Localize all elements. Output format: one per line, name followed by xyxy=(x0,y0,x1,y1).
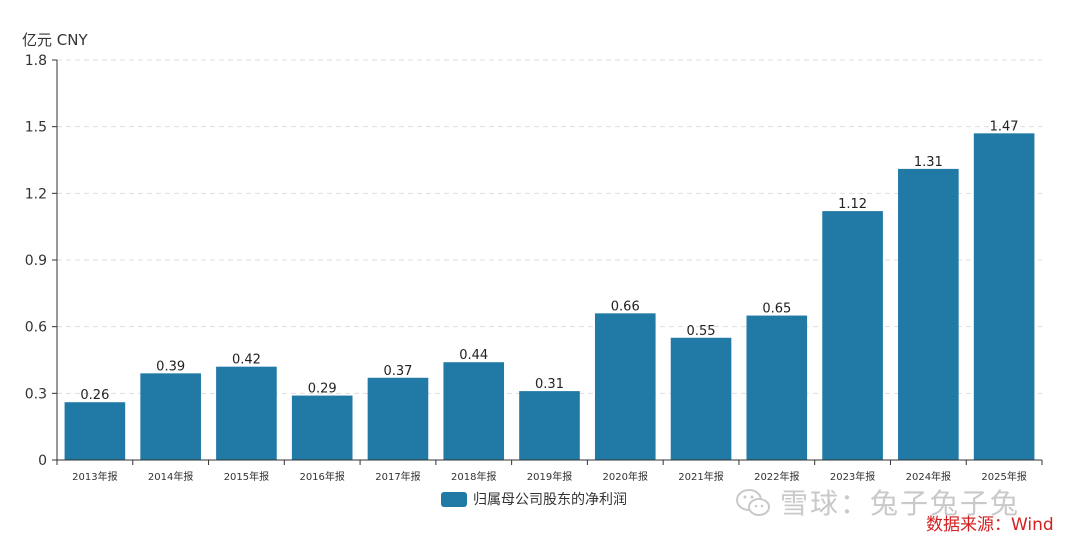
x-tick-label: 2023年报 xyxy=(830,470,875,483)
bar[interactable] xyxy=(291,395,353,460)
y-axis-ticks: 0 0.3 0.6 0.9 1.2 1.5 1.8 xyxy=(25,53,57,469)
y-tick-label: 0.3 xyxy=(25,386,47,402)
x-tick-label: 2024年报 xyxy=(906,470,951,483)
x-tick-label: 2017年报 xyxy=(375,470,420,483)
watermark: 雪球：兔子兔子兔 数据来源：Wind xyxy=(736,480,1066,540)
y-tick-label: 0.9 xyxy=(25,253,47,269)
bar-value-label: 0.31 xyxy=(535,377,564,392)
bar-value-label: 0.37 xyxy=(383,364,412,379)
bar-value-label: 0.44 xyxy=(459,348,488,363)
bar[interactable] xyxy=(443,362,505,460)
bar[interactable] xyxy=(367,377,429,460)
bar[interactable] xyxy=(64,402,126,460)
y-tick-label: 1.5 xyxy=(25,120,47,136)
x-tick-label: 2020年报 xyxy=(603,470,648,483)
x-tick-label: 2019年报 xyxy=(527,470,572,483)
y-tick-label: 1.8 xyxy=(25,53,47,69)
y-tick-label: 1.2 xyxy=(25,186,47,202)
bar-value-label: 1.47 xyxy=(990,119,1019,134)
legend-swatch xyxy=(441,491,467,507)
gridlines xyxy=(57,59,1042,394)
x-tick-label: 2025年报 xyxy=(981,470,1026,483)
bar-value-label: 1.12 xyxy=(838,197,867,212)
bar[interactable] xyxy=(594,313,656,460)
bar-value-label: 0.26 xyxy=(80,388,109,403)
x-axis-ticks: 2013年报 2014年报 2015年报 2016年报 2017年报 2018年报 2019… xyxy=(56,460,1043,483)
data-source-label: 数据来源：Wind xyxy=(926,515,1054,535)
bar[interactable] xyxy=(519,391,580,460)
x-tick-label: 2021年报 xyxy=(678,470,723,483)
x-tick-label: 2016年报 xyxy=(299,470,344,483)
y-tick-label: 0 xyxy=(38,453,47,469)
x-tick-label: 2015年报 xyxy=(224,470,269,483)
x-tick-label: 2018年报 xyxy=(451,470,496,483)
bar[interactable] xyxy=(670,337,732,460)
bar[interactable] xyxy=(973,133,1035,461)
bar[interactable] xyxy=(898,168,959,460)
bar[interactable] xyxy=(822,211,883,460)
x-tick-label: 2014年报 xyxy=(148,470,193,483)
bar-value-label: 0.65 xyxy=(762,302,791,317)
bar[interactable] xyxy=(216,366,277,460)
x-tick-label: 2022年报 xyxy=(754,470,799,483)
watermark-text: 雪球：兔子兔子兔 xyxy=(780,487,1021,520)
bar-value-label: 0.42 xyxy=(232,353,261,368)
bar-value-label: 0.66 xyxy=(611,299,640,314)
y-tick-label: 0.6 xyxy=(25,320,47,336)
bar[interactable] xyxy=(140,373,201,460)
bars xyxy=(64,133,1035,461)
wechat-icon xyxy=(736,489,770,516)
bar-value-label: 1.31 xyxy=(914,155,943,170)
bar-value-label: 0.29 xyxy=(308,382,337,397)
data-labels: 0.26 0.39 0.42 0.29 0.37 0.44 0.31 0.66 0.55 0.65… xyxy=(80,119,1018,403)
bar[interactable] xyxy=(746,315,808,460)
bar-value-label: 0.39 xyxy=(156,359,185,374)
legend-label: 归属母公司股东的净利润 xyxy=(473,492,627,508)
x-tick-label: 2013年报 xyxy=(72,470,117,483)
y-axis-unit-label: 亿元 CNY xyxy=(22,31,88,49)
bar-value-label: 0.55 xyxy=(687,324,716,339)
legend[interactable]: 归属母公司股东的净利润 xyxy=(441,489,627,509)
